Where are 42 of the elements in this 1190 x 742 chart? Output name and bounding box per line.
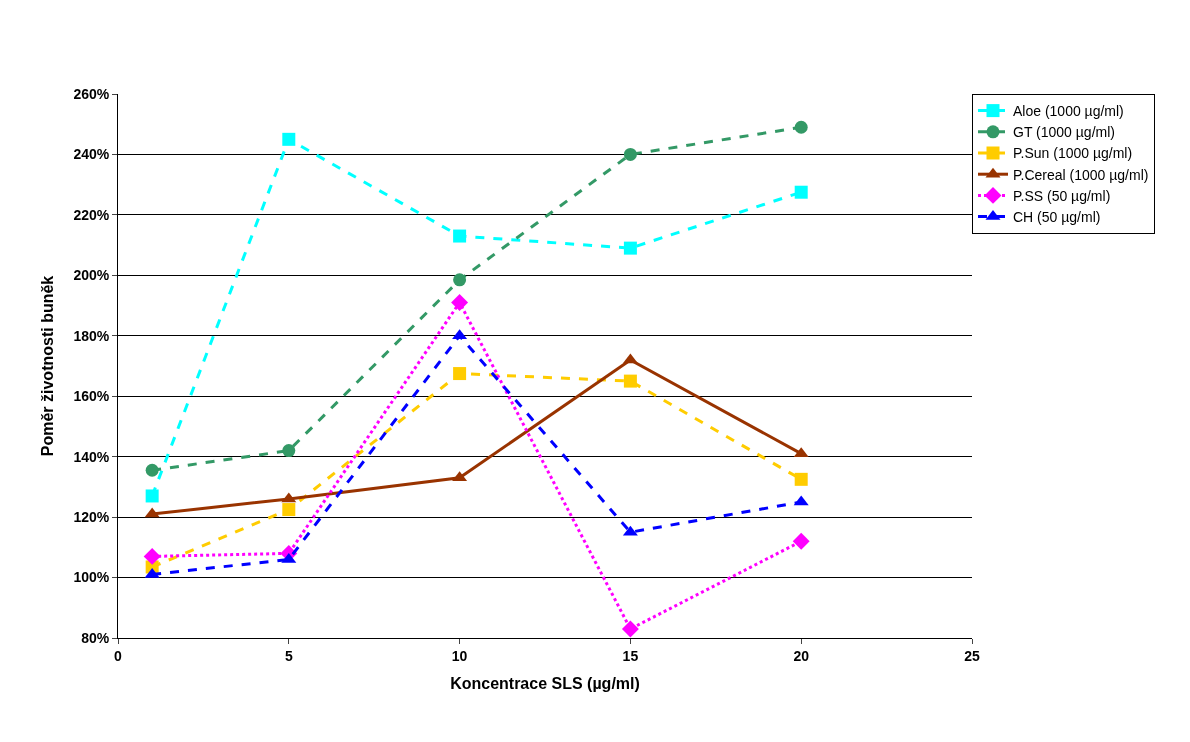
- point: [623, 147, 637, 161]
- point: [282, 132, 296, 146]
- legend-label: Aloe (1000 µg/ml): [1013, 103, 1124, 120]
- legend-label: GT (1000 µg/ml): [1013, 124, 1115, 141]
- point: [794, 120, 808, 134]
- point: [453, 273, 467, 287]
- point: [282, 503, 296, 517]
- point: [792, 532, 810, 550]
- y-tick-label: 80%: [81, 629, 110, 646]
- x-tick-label: 15: [622, 647, 639, 664]
- point: [451, 294, 469, 311]
- point: [453, 229, 467, 243]
- x-axis-title: Koncentrace SLS (µg/ml): [450, 675, 640, 693]
- legend-label: P.Cereal (1000 µg/ml): [1013, 166, 1149, 183]
- legend-label: P.Sun (1000 µg/ml): [1013, 145, 1133, 162]
- point: [794, 185, 808, 199]
- point: [623, 374, 637, 388]
- point: [623, 241, 637, 255]
- point: [453, 367, 467, 381]
- x-tick-label: 25: [964, 647, 980, 664]
- x-tick-label: 20: [793, 647, 810, 664]
- point: [282, 444, 296, 458]
- y-axis-title: Poměr životnosti buněk: [39, 275, 57, 457]
- y-tick-label: 160%: [73, 388, 110, 405]
- y-tick-label: 100%: [73, 569, 110, 586]
- point: [794, 472, 808, 486]
- point: [621, 620, 639, 638]
- y-tick-label: 260%: [73, 85, 110, 102]
- y-tick-label: 140%: [73, 448, 110, 465]
- legend-label: P.SS (50 µg/ml): [1013, 187, 1111, 204]
- y-tick-label: 120%: [73, 509, 110, 526]
- x-tick-label: 5: [284, 647, 293, 664]
- x-tick-label: 10: [451, 647, 468, 664]
- point: [143, 547, 161, 565]
- y-tick-label: 200%: [73, 267, 110, 284]
- legend-label: CH (50 µg/ml): [1013, 209, 1101, 226]
- y-tick-label: 240%: [73, 146, 110, 163]
- point: [145, 463, 159, 477]
- x-tick-label: 0: [114, 647, 123, 664]
- y-tick-label: 220%: [73, 206, 110, 223]
- y-tick-label: 180%: [73, 327, 110, 344]
- point: [145, 489, 159, 503]
